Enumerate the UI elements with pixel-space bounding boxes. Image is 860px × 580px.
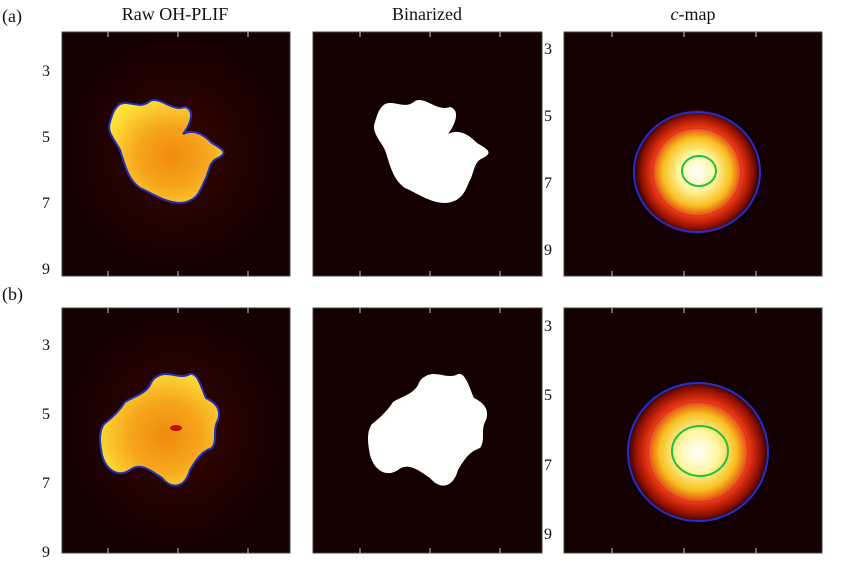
column-title: Binarized [392,4,462,24]
y-tick-label: 3 [42,337,50,354]
y-tick-label: 9 [544,526,552,544]
y-tick-label: 9 [42,544,50,561]
y-tick-label: 7 [42,195,50,212]
y-tick-label: 9 [544,242,552,259]
y-tick-label: 9 [42,261,50,278]
contour-mid [652,127,742,217]
contour-outer [627,382,769,522]
y-tick-label: 5 [544,387,552,405]
contour-outer [633,111,761,233]
y-tick-label: 5 [42,406,50,423]
contour-inner [681,155,717,187]
y-tick-label: 5 [544,108,552,125]
y-tick-label: 3 [42,63,50,80]
y-tick-label: 7 [544,456,552,474]
y-tick-label: 3 [544,318,552,335]
contour-mid [647,401,749,503]
contour-inner [671,425,729,477]
y-tick-label: 7 [544,175,552,192]
edge-ticks [107,32,757,553]
row-label: (a) [2,6,22,26]
y-tick-label: 5 [42,129,50,146]
hole [170,425,182,431]
y-tick-label: 3 [544,41,552,58]
row-label: (b) [2,284,23,304]
y-tick-label: 7 [42,475,50,492]
column-title: c-map [670,4,716,24]
column-title: Raw OH-PLIF [121,4,229,24]
